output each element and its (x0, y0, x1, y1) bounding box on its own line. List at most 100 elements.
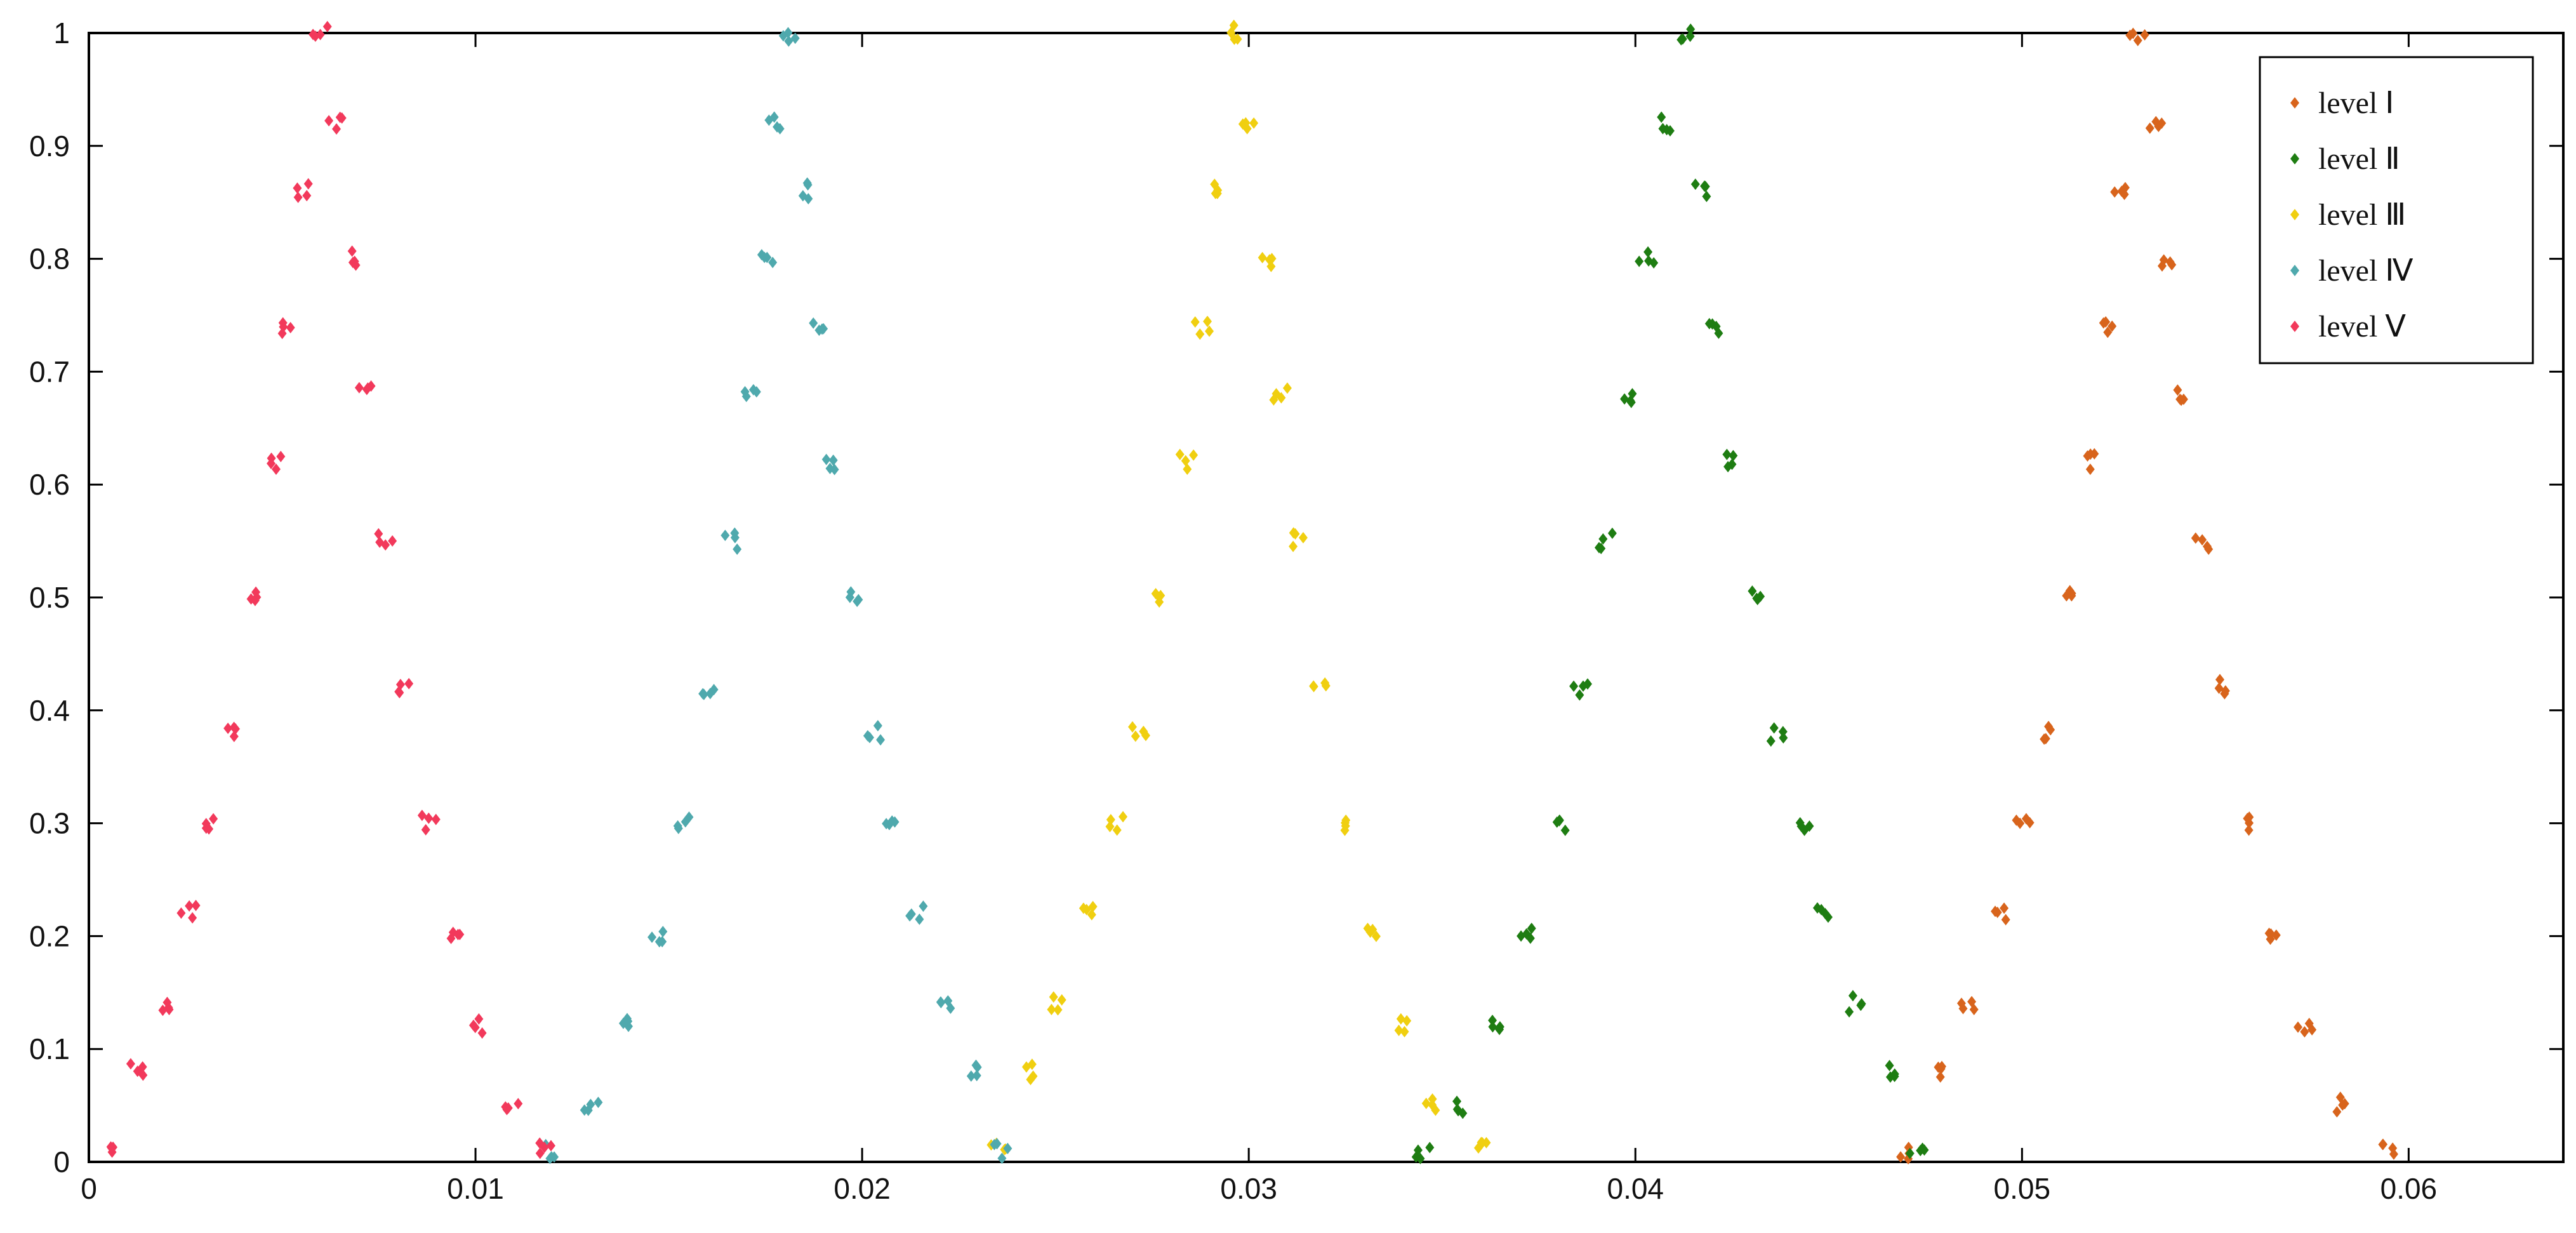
data-point (1105, 820, 1115, 832)
data-point (286, 321, 295, 333)
data-point (828, 454, 838, 466)
data-point (395, 679, 405, 691)
data-point (1778, 726, 1788, 738)
data-point (126, 1058, 135, 1070)
data-point (1131, 730, 1140, 742)
data-point (1905, 1147, 1915, 1159)
data-point (905, 910, 915, 922)
data-point (188, 912, 197, 924)
data-point (2000, 902, 2009, 914)
data-point (1752, 592, 1762, 604)
data-point (1885, 1060, 1894, 1072)
plot-area (88, 32, 2565, 1163)
data-point (1845, 1006, 1854, 1018)
data-point (919, 900, 928, 912)
data-point (1087, 909, 1096, 921)
data-point (302, 190, 312, 202)
y-tick-label: 1 (53, 17, 70, 50)
data-point (1890, 1068, 1899, 1080)
data-point (2041, 733, 2050, 745)
data-point (1678, 33, 1687, 45)
data-point (2379, 1138, 2388, 1150)
data-point (1722, 448, 1732, 460)
series-group (1896, 27, 2398, 1165)
data-point (658, 926, 668, 938)
data-point (2157, 117, 2167, 130)
data-point (1796, 820, 1806, 832)
data-point (138, 1069, 148, 1081)
data-point (1812, 902, 1822, 914)
data-point (2083, 450, 2092, 462)
data-point (1607, 527, 1617, 539)
data-point (783, 27, 793, 39)
data-point (1047, 1004, 1056, 1016)
data-point (2173, 384, 2182, 396)
data-point (1920, 1144, 1929, 1156)
data-point (514, 1098, 523, 1110)
data-point (1598, 533, 1608, 545)
data-point (790, 32, 800, 44)
data-point (448, 926, 458, 938)
data-point (1488, 1015, 1497, 1027)
data-point (2271, 929, 2281, 941)
series-group (986, 19, 1491, 1156)
data-point (1993, 906, 2002, 918)
y-tick-label: 0.1 (29, 1032, 70, 1065)
data-point (267, 457, 276, 469)
data-point (1685, 30, 1695, 43)
series-group (1411, 23, 1929, 1164)
data-point (1473, 1142, 1483, 1154)
data-point (1657, 111, 1666, 123)
data-point (2294, 1021, 2303, 1033)
y-tick-label: 0.8 (29, 243, 70, 276)
data-point (176, 907, 186, 919)
legend-label: level Ⅰ (2318, 86, 2394, 120)
data-point (404, 677, 414, 690)
data-point (1488, 1021, 1497, 1033)
data-point (1769, 722, 1779, 734)
data-point (1189, 449, 1198, 461)
data-point (277, 328, 287, 340)
data-point (2300, 1026, 2309, 1038)
data-point (1266, 260, 1276, 272)
data-point (1569, 680, 1579, 692)
data-point (470, 1022, 480, 1034)
data-point (1269, 394, 1278, 406)
data-point (1028, 1070, 1038, 1082)
data-point (720, 530, 730, 542)
data-point (2157, 260, 2167, 272)
data-point (547, 1151, 556, 1163)
data-point (230, 723, 240, 735)
data-point (2015, 817, 2025, 829)
data-point (681, 816, 690, 828)
data-point (293, 182, 302, 194)
series-group (106, 20, 555, 1159)
x-tick-label: 0.03 (1220, 1172, 1277, 1205)
data-point (2175, 393, 2185, 405)
data-point (201, 818, 211, 830)
data-point (1402, 1015, 1412, 1027)
data-point (1079, 902, 1088, 914)
data-point (1856, 999, 1866, 1011)
data-point (1195, 328, 1205, 340)
data-point (2198, 534, 2207, 546)
data-point (1119, 811, 1128, 823)
data-point (768, 257, 778, 269)
data-point (535, 1147, 545, 1159)
data-point (303, 178, 313, 190)
data-point (158, 1004, 168, 1016)
data-point (594, 1096, 603, 1109)
data-point (1340, 824, 1350, 836)
legend-marker (2290, 97, 2299, 109)
data-point (366, 380, 376, 392)
data-point (278, 317, 288, 329)
data-point (741, 390, 751, 403)
data-point (966, 1070, 976, 1082)
data-point (1714, 327, 1723, 339)
data-point (347, 245, 357, 257)
data-point (1583, 678, 1593, 690)
data-point (2215, 674, 2225, 686)
data-point (1527, 923, 1536, 935)
data-point (583, 1104, 593, 1116)
data-point (1156, 589, 1165, 601)
